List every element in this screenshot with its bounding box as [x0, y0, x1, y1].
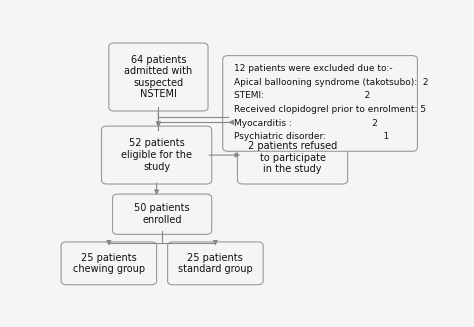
Text: Apical ballooning syndrome (takotsubo):  2: Apical ballooning syndrome (takotsubo): …	[234, 78, 428, 87]
Text: Psychiatric disorder:                    1: Psychiatric disorder: 1	[234, 132, 389, 141]
Text: 52 patients
eligible for the
study: 52 patients eligible for the study	[121, 138, 192, 172]
Text: 2 patients refused
to participate
in the study: 2 patients refused to participate in the…	[248, 141, 337, 174]
Text: 50 patients
enrolled: 50 patients enrolled	[134, 203, 190, 225]
FancyBboxPatch shape	[237, 131, 347, 184]
Text: 25 patients
chewing group: 25 patients chewing group	[73, 252, 145, 274]
FancyBboxPatch shape	[168, 242, 263, 285]
FancyBboxPatch shape	[101, 126, 212, 184]
FancyBboxPatch shape	[223, 56, 418, 151]
FancyBboxPatch shape	[61, 242, 156, 285]
Text: STEMI:                                   2: STEMI: 2	[234, 92, 370, 100]
Text: 12 patients were excluded due to:-: 12 patients were excluded due to:-	[234, 64, 392, 73]
FancyBboxPatch shape	[112, 194, 212, 234]
Text: Received clopidogrel prior to enrolment: 5: Received clopidogrel prior to enrolment:…	[234, 105, 426, 114]
Text: 64 patients
admitted with
suspected
NSTEMI: 64 patients admitted with suspected NSTE…	[124, 55, 192, 99]
FancyBboxPatch shape	[109, 43, 208, 111]
Text: 25 patients
standard group: 25 patients standard group	[178, 252, 253, 274]
Text: Myocarditis :                            2: Myocarditis : 2	[234, 119, 378, 128]
